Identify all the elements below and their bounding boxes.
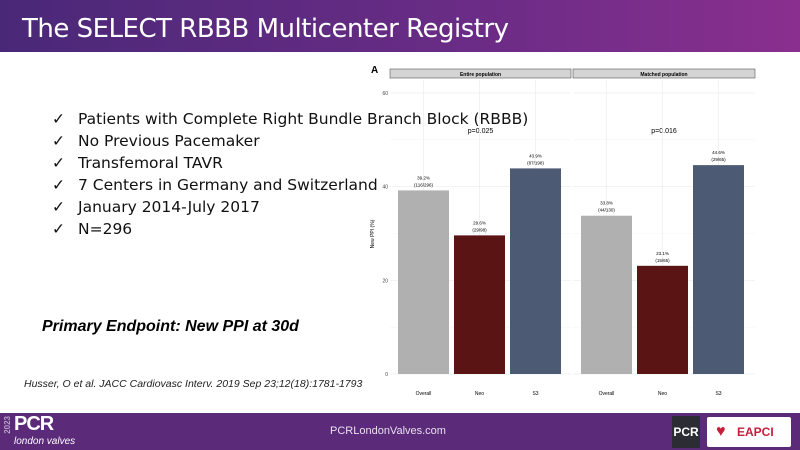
bar-s3 [510, 168, 561, 374]
x-tick-label: Overall [599, 391, 615, 397]
bullet-item: ✓ 7 Centers in Germany and Switzerland [52, 174, 528, 196]
pcr-logo: PCR [14, 413, 54, 435]
pcr-logo-subtitle: london valves [14, 436, 76, 447]
reference: Husser, O et al. JACC Cardiovasc Interv.… [24, 378, 363, 390]
heart-icon: ♥ [716, 423, 726, 440]
bullet-text: N=296 [78, 220, 133, 238]
footer-year: 2023 [3, 416, 12, 434]
pcr-badge-logo: PCR [672, 416, 700, 448]
check-icon: ✓ [52, 110, 65, 128]
y-tick-label: 60 [382, 91, 388, 97]
y-tick-label: 40 [382, 185, 388, 191]
data-count-label: (29/65) [711, 157, 726, 162]
x-tick-label: S3 [715, 391, 721, 397]
bar-s3 [693, 165, 744, 374]
data-label: 43.9% [529, 153, 542, 158]
y-tick-label: 0 [385, 372, 388, 378]
footer [0, 413, 800, 450]
bar-overall [581, 215, 632, 374]
data-count-label: (44/130) [598, 208, 615, 213]
check-icon: ✓ [52, 154, 65, 172]
bullet-text: No Previous Pacemaker [78, 132, 260, 150]
data-count-label: (116/296) [414, 182, 433, 187]
bullet-item: ✓ N=296 [52, 218, 528, 240]
check-icon: ✓ [52, 220, 65, 238]
y-tick-label: 20 [382, 278, 388, 284]
facet-label: Matched population [640, 72, 687, 78]
p-value-label: p=0.025 [468, 128, 494, 135]
x-tick-label: Neo [658, 391, 667, 397]
slide-header: The SELECT RBBB Multicenter Registry [0, 0, 800, 52]
check-icon: ✓ [52, 176, 65, 194]
check-icon: ✓ [52, 198, 65, 216]
data-label: 23.1% [656, 251, 669, 256]
eapci-text: EAPCI [737, 425, 774, 439]
bullet-text: 7 Centers in Germany and Switzerland [78, 176, 378, 194]
data-count-label: (15/65) [655, 258, 670, 263]
data-label: 29.6% [473, 220, 486, 225]
p-value-label: p=0.016 [651, 128, 677, 135]
data-label: 44.6% [712, 150, 725, 155]
facet-strip [572, 68, 756, 79]
x-tick-label: Neo [475, 391, 484, 397]
data-count-label: (87/198) [527, 160, 544, 165]
slide-title: The SELECT RBBB Multicenter Registry [22, 14, 509, 44]
y-axis-label: New PPI (%) [370, 219, 376, 248]
eapci-logo: ♥ EAPCI [707, 417, 791, 447]
data-label: 39.2% [417, 175, 430, 180]
bullet-item: ✓ Transfemoral TAVR [52, 152, 528, 174]
bullet-text: Patients with Complete Right Bundle Bran… [78, 110, 529, 128]
data-count-label: (29/98) [472, 227, 487, 232]
bar-neo [637, 265, 688, 374]
data-label: 33.8% [600, 201, 613, 206]
primary-endpoint: Primary Endpoint: New PPI at 30d [42, 318, 299, 335]
facet-strip [389, 68, 572, 79]
x-tick-label: S3 [532, 391, 538, 397]
bar-chart: A New PPI (%) 0 20 40 60 Entire population p=0.… [370, 65, 756, 397]
panel-label: A [371, 65, 378, 76]
bullet-text: January 2014-July 2017 [78, 198, 260, 216]
bar-neo [454, 235, 505, 374]
bullet-list: ✓ Patients with Complete Right Bundle Bra… [52, 108, 528, 240]
facet-label: Entire population [460, 72, 501, 78]
x-tick-label: Overall [416, 391, 432, 397]
bar-overall [398, 190, 449, 374]
bullet-item: ✓ January 2014-July 2017 [52, 196, 528, 218]
bullet-item: ✓ Patients with Complete Right Bundle Bra… [52, 108, 528, 130]
bullet-text: Transfemoral TAVR [78, 154, 223, 172]
check-icon: ✓ [52, 132, 65, 150]
footer-website[interactable]: PCRLondonValves.com [330, 425, 446, 437]
bullet-item: ✓ No Previous Pacemaker [52, 130, 528, 152]
